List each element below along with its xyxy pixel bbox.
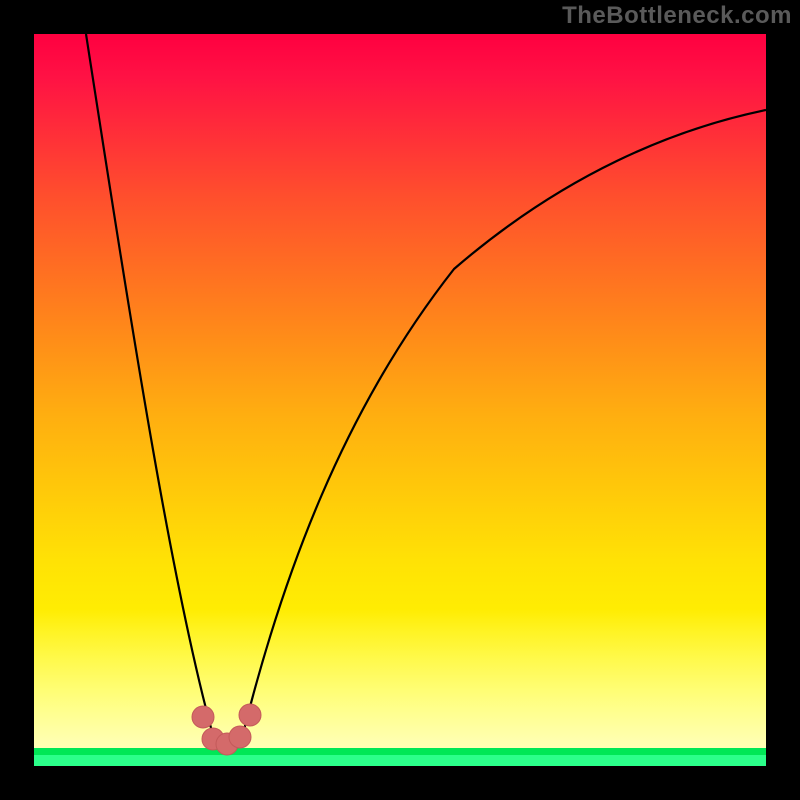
plot-frame: TheBottleneck.com xyxy=(0,0,800,800)
plot-area xyxy=(34,34,766,766)
watermark-text: TheBottleneck.com xyxy=(562,2,792,30)
chart-svg xyxy=(34,34,766,766)
